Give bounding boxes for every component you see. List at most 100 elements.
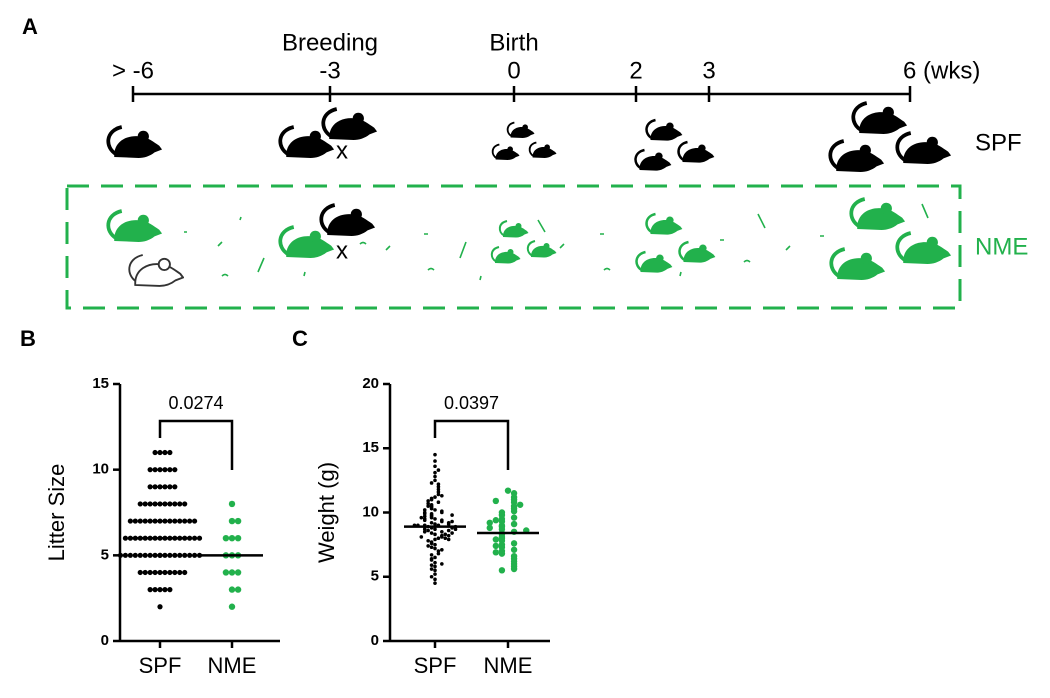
dot — [433, 517, 437, 521]
dot — [228, 569, 236, 576]
dot — [177, 518, 183, 524]
donor — [128, 254, 184, 287]
dot — [137, 518, 143, 524]
timeline — [131, 86, 912, 102]
dot — [433, 532, 437, 537]
dot — [436, 492, 441, 497]
dot — [510, 520, 518, 528]
dot — [510, 565, 518, 573]
dot — [234, 569, 242, 576]
dot — [433, 555, 437, 560]
dot — [147, 587, 153, 593]
dot — [429, 531, 434, 535]
dot — [177, 501, 183, 507]
dot — [162, 449, 168, 456]
group-label: NME — [975, 233, 1028, 260]
nme-mice — [106, 197, 952, 282]
dot — [177, 552, 183, 558]
dot — [152, 484, 158, 490]
dot — [436, 487, 441, 492]
dot — [433, 577, 437, 582]
dot — [433, 546, 437, 551]
y-tick-label: 10 — [362, 503, 379, 520]
y-tick-label: 10 — [92, 461, 109, 478]
dot — [433, 560, 437, 565]
dot — [436, 490, 441, 494]
dot — [436, 482, 441, 487]
dot — [504, 487, 512, 494]
dot — [422, 517, 427, 521]
dot — [228, 586, 236, 593]
dot — [142, 552, 148, 558]
dot — [436, 551, 441, 556]
dot — [228, 500, 236, 508]
dot — [152, 569, 158, 576]
timeline-label: 2 — [629, 57, 642, 84]
dot — [196, 552, 203, 558]
dot — [433, 495, 437, 499]
dot — [117, 552, 124, 558]
dot — [436, 500, 441, 505]
dot — [157, 449, 163, 456]
dot — [157, 569, 163, 576]
dot — [422, 527, 427, 532]
dot — [433, 508, 437, 512]
dot — [450, 531, 454, 535]
dot — [147, 484, 153, 490]
dot — [429, 481, 434, 485]
dot — [167, 484, 173, 490]
sire — [319, 203, 376, 238]
dot — [157, 484, 163, 490]
dot — [422, 510, 427, 515]
dot — [122, 552, 129, 558]
dot — [429, 545, 434, 549]
dot — [147, 552, 153, 558]
dot — [157, 604, 163, 610]
dot — [234, 586, 242, 593]
dot — [182, 518, 188, 524]
dot — [510, 508, 518, 515]
dot — [492, 517, 500, 524]
dot — [191, 518, 198, 524]
timeline-label: 6 (wks) — [903, 57, 980, 84]
dot — [127, 518, 133, 524]
panel-label: A — [22, 14, 38, 39]
dot — [429, 502, 434, 507]
dot — [436, 485, 441, 489]
x-tick-label: SPF — [414, 653, 457, 678]
dot — [162, 467, 168, 473]
dot — [436, 468, 441, 472]
panel-label: C — [292, 326, 308, 351]
dot — [440, 562, 444, 566]
dot — [510, 514, 518, 521]
dot — [167, 467, 173, 473]
dot — [152, 587, 158, 593]
panel-label: B — [20, 326, 36, 351]
dot — [440, 533, 444, 538]
dot — [132, 518, 138, 524]
dot — [429, 574, 434, 579]
y-tick-label: 0 — [101, 632, 109, 649]
dot — [187, 518, 193, 524]
dot — [433, 537, 437, 542]
dot — [433, 527, 437, 532]
dot — [446, 528, 451, 533]
significance-bracket — [433, 419, 510, 470]
dot — [433, 470, 437, 475]
dot — [162, 484, 168, 490]
dot — [419, 535, 424, 539]
dot — [429, 541, 434, 546]
dot — [172, 501, 178, 507]
dot — [157, 518, 163, 524]
dot — [228, 517, 236, 525]
timeline-label: > -6 — [112, 57, 154, 84]
dot — [147, 518, 153, 524]
dot — [157, 467, 163, 473]
dot — [152, 518, 158, 524]
dot — [142, 569, 148, 576]
dot — [422, 508, 427, 512]
dot — [162, 587, 168, 593]
dot — [436, 549, 441, 553]
dot — [419, 515, 424, 520]
